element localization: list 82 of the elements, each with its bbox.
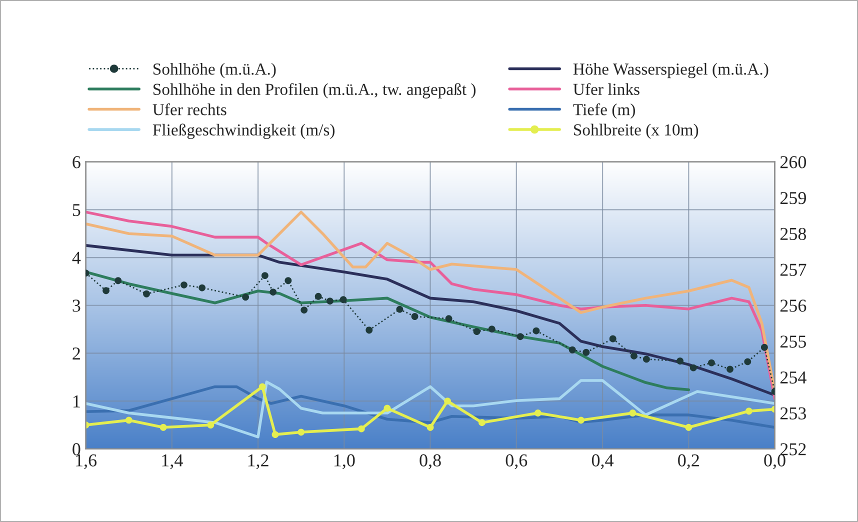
point xyxy=(314,292,322,300)
legend-label: Ufer links xyxy=(573,83,640,95)
point xyxy=(676,358,684,364)
y2-tick-label: 257 xyxy=(780,264,806,276)
point xyxy=(478,419,486,426)
point xyxy=(102,287,110,294)
point xyxy=(384,404,391,412)
point xyxy=(358,425,365,432)
y-tick-label: 1 xyxy=(74,395,80,408)
point xyxy=(568,346,576,354)
point xyxy=(160,424,167,431)
point xyxy=(445,315,452,322)
point xyxy=(582,348,590,356)
y-tick-label: 5 xyxy=(72,204,80,216)
point xyxy=(685,424,692,431)
point xyxy=(396,306,404,313)
point xyxy=(198,284,206,292)
point xyxy=(745,408,752,415)
point xyxy=(426,424,434,431)
y2-tick-label: 258 xyxy=(780,228,806,240)
y2-tick-label: 252 xyxy=(780,443,806,456)
point xyxy=(125,416,132,424)
point xyxy=(261,272,268,280)
point xyxy=(326,298,334,305)
point xyxy=(473,328,480,336)
x-tick-label: 0,8 xyxy=(420,454,441,470)
point xyxy=(114,277,122,284)
point xyxy=(444,398,451,405)
x-tick-label: 0,6 xyxy=(506,454,528,470)
x-tick-label: 1,2 xyxy=(248,454,268,470)
point xyxy=(411,313,418,320)
legend-label: Höhe Wasserspiegel (m.ü.A.) xyxy=(573,63,768,78)
x-tick-label: 1,6 xyxy=(76,454,97,470)
point xyxy=(578,416,584,424)
point xyxy=(272,431,279,438)
legend-label: Sohlhöhe in den Profilen (m.ü.A., tw. angepaßt ) xyxy=(154,83,476,98)
point xyxy=(258,383,266,390)
legend-label: Tiefe (m) xyxy=(573,103,635,119)
point xyxy=(532,327,540,334)
point xyxy=(629,410,636,417)
y2-tick-label: 259 xyxy=(780,192,806,204)
x-tick-label: 1,4 xyxy=(162,454,183,470)
y2-tick-label: 260 xyxy=(780,156,806,168)
x-tick-label: 0,4 xyxy=(592,454,614,470)
point xyxy=(298,428,305,436)
legend-label: Sohlhöhe (m.ü.A.) xyxy=(154,63,276,78)
x-tick-label: 0,0 xyxy=(764,454,786,470)
point xyxy=(534,410,542,417)
point xyxy=(366,326,373,334)
point xyxy=(760,344,768,351)
line-series xyxy=(86,244,775,396)
point xyxy=(300,306,308,314)
y-tick-label: 2 xyxy=(72,348,80,360)
legend-label: Sohlbreite (x 10m) xyxy=(574,124,698,139)
y-tick-label: 0 xyxy=(72,443,80,456)
point xyxy=(690,364,697,372)
y-tick-label: 6 xyxy=(72,156,80,168)
point xyxy=(284,277,292,284)
point xyxy=(744,358,752,366)
y2-tick-label: 256 xyxy=(780,300,806,312)
x-tick-label: 1,0 xyxy=(334,454,355,470)
x-tick-label: 0,2 xyxy=(678,454,699,470)
legend-label: Ufer rechts xyxy=(152,103,226,116)
point xyxy=(270,288,277,296)
point xyxy=(180,281,188,288)
point xyxy=(207,422,214,428)
point xyxy=(642,356,650,363)
point xyxy=(630,352,638,360)
point xyxy=(242,294,250,301)
point xyxy=(340,296,347,304)
point xyxy=(726,366,734,373)
point xyxy=(708,359,715,366)
point xyxy=(488,326,496,333)
y-tick-label: 3 xyxy=(72,300,80,312)
y2-tick-label: 253 xyxy=(780,407,806,420)
legend-label: Fließgeschwindigkeit (m/s) xyxy=(152,124,335,139)
y2-tick-label: 254 xyxy=(780,371,806,384)
point xyxy=(516,333,524,340)
point xyxy=(609,335,616,342)
y-tick-label: 4 xyxy=(72,252,81,264)
y2-tick-label: 255 xyxy=(780,336,806,348)
point xyxy=(143,290,150,298)
